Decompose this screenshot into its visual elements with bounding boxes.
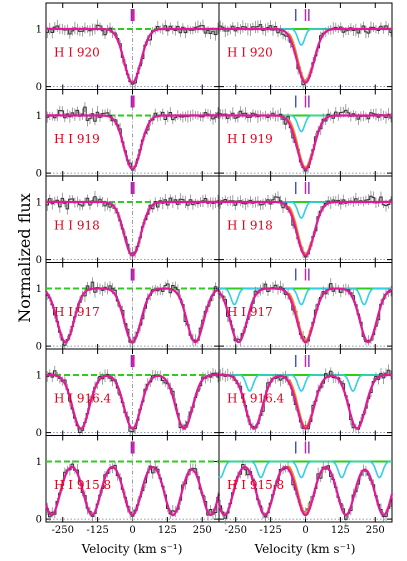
x-tick-label: 0 — [129, 525, 135, 536]
panel-label: H I 917 — [227, 305, 273, 319]
panels-group: 0 1 H I 920 H I 920 0 1 H I 919 H I 919 0 1 H I 91… — [36, 2, 394, 536]
x-tick-label: 125 — [158, 525, 177, 536]
panel-r3-c1: H I 917 — [218, 262, 393, 350]
model-fit — [219, 27, 392, 84]
panel-label: H I 917 — [54, 305, 100, 319]
y-tick-label: 0 — [36, 428, 42, 439]
panel-label: H I 920 — [54, 46, 100, 60]
y-tick-label: 0 — [36, 255, 42, 266]
panel-r2-c1: H I 918 — [218, 175, 393, 263]
model-fit — [217, 466, 394, 517]
x-tick-label: -125 — [86, 525, 108, 536]
panel-r2-c0: 0 1 H I 918 — [36, 175, 220, 266]
panel-label: H I 916.4 — [54, 392, 112, 406]
panel-label: H I 915.8 — [227, 478, 284, 492]
model-fit — [46, 27, 219, 84]
x-tick-label: 250 — [193, 525, 212, 536]
y-tick-label: 1 — [36, 284, 42, 295]
model-fit — [45, 287, 220, 344]
model-fit — [218, 287, 393, 344]
y-tick-label: 1 — [36, 457, 42, 468]
y-tick-label: 0 — [36, 82, 42, 93]
panel-label: H I 920 — [227, 46, 273, 60]
model-fit — [44, 466, 221, 517]
y-tick-label: 1 — [36, 370, 42, 381]
y-tick-label: 1 — [36, 197, 42, 208]
model-fit — [219, 373, 392, 430]
y-tick-label: 0 — [36, 342, 42, 353]
model-fit — [219, 114, 392, 171]
panel-r4-c1: H I 916.4 — [218, 348, 393, 436]
panel-r5-c0: 0 1 -250 -125 0 125 250 H I 915.8 — [36, 435, 221, 536]
x-axis-label-left: Velocity (km s⁻¹) — [81, 542, 183, 556]
model-fit — [46, 200, 219, 257]
panel-r4-c0: 0 1 H I 916.4 — [36, 348, 220, 439]
x-tick-label: -125 — [259, 525, 281, 536]
y-tick-label: 1 — [36, 24, 42, 35]
model-fit — [219, 200, 392, 257]
model-fit — [46, 114, 219, 171]
panel-r0-c1: H I 920 — [218, 2, 393, 91]
panel-label: H I 915.8 — [54, 478, 111, 492]
panel-label: H I 916.4 — [227, 392, 285, 406]
panel-label: H I 918 — [54, 219, 100, 233]
y-tick-label: 1 — [36, 111, 42, 122]
component-profile — [219, 374, 392, 393]
panel-label: H I 918 — [227, 219, 273, 233]
y-tick-label: 0 — [36, 515, 42, 526]
x-tick-label: -250 — [225, 525, 247, 536]
panel-r3-c0: 0 1 H I 917 — [36, 262, 220, 353]
y-tick-label: 0 — [36, 169, 42, 180]
component-profile — [218, 460, 392, 479]
panel-r5-c1: -250 -125 0 125 250 H I 915.8 — [217, 435, 394, 536]
x-tick-label: -250 — [52, 525, 74, 536]
component-profile — [219, 287, 392, 306]
x-axis-label-right: Velocity (km s⁻¹) — [254, 542, 356, 556]
panel-r1-c1: H I 919 — [218, 89, 393, 177]
panel-label: H I 919 — [54, 132, 100, 146]
x-tick-label: 0 — [302, 525, 308, 536]
x-tick-label: 125 — [331, 525, 350, 536]
panel-label: H I 919 — [227, 132, 273, 146]
x-tick-label: 250 — [366, 525, 385, 536]
panel-r1-c0: 0 1 H I 919 — [36, 89, 220, 180]
panel-r0-c0: 0 1 H I 920 — [36, 2, 220, 93]
y-axis-label: Normalized flux — [15, 193, 34, 322]
model-fit — [46, 373, 219, 430]
